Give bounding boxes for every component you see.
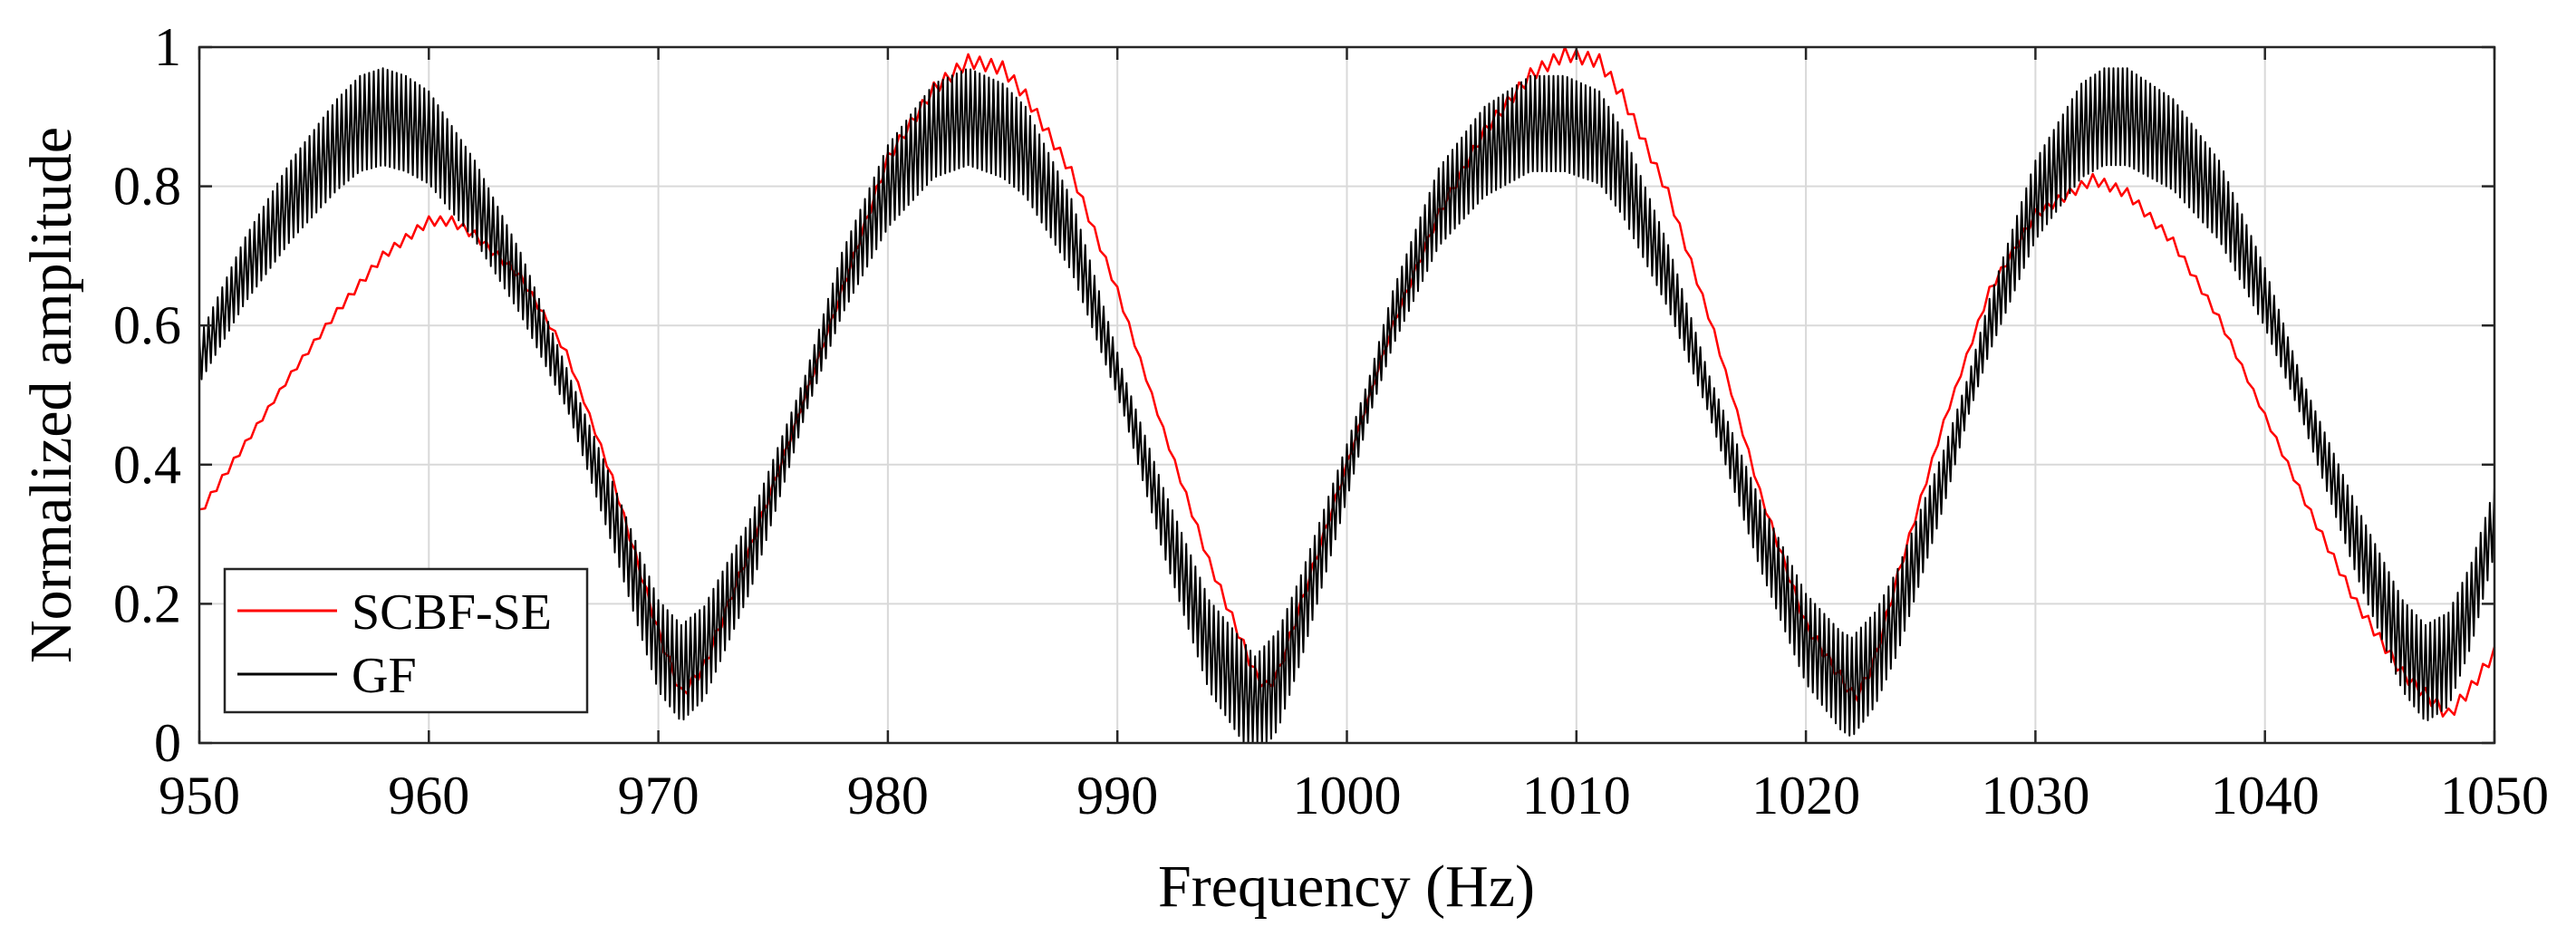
- legend: SCBF-SE GF: [223, 567, 589, 714]
- series-layer: [198, 45, 2496, 744]
- y-tick-label: 0.2: [113, 574, 181, 633]
- legend-box: [223, 567, 589, 714]
- legend-label-scbf-se: SCBF-SE: [352, 584, 552, 641]
- x-tick-labels: 950 960 970 980 990 1000 1010 1020 1030 1040 1050: [159, 766, 2549, 825]
- y-tick-label: 0.4: [113, 435, 181, 495]
- y-tick-labels: 0 0.2 0.4 0.6 0.8 1: [113, 17, 181, 773]
- y-tick-label: 0: [154, 713, 181, 773]
- series-line-gf: [198, 67, 2495, 744]
- x-tick-label: 1020: [1751, 766, 1860, 825]
- x-tick-label: 970: [618, 766, 699, 825]
- x-tick-label: 1030: [1981, 766, 2089, 825]
- x-tick-label: 1040: [2211, 766, 2320, 825]
- x-tick-label: 960: [388, 766, 469, 825]
- x-tick-label: 1050: [2440, 766, 2549, 825]
- x-axis-label: Frequency (Hz): [1158, 854, 1535, 920]
- y-tick-label: 0.6: [113, 295, 181, 355]
- y-tick-label: 0.8: [113, 157, 181, 217]
- axis-ticks: [198, 45, 2496, 745]
- x-tick-label: 1000: [1293, 766, 1402, 825]
- y-axis-label: Normalized amplitude: [18, 127, 84, 663]
- legend-label-gf: GF: [352, 648, 417, 704]
- x-tick-label: 980: [847, 766, 929, 825]
- x-tick-label: 950: [159, 766, 240, 825]
- x-tick-label: 1010: [1522, 766, 1631, 825]
- x-tick-label: 990: [1076, 766, 1158, 825]
- y-tick-label: 1: [154, 17, 181, 77]
